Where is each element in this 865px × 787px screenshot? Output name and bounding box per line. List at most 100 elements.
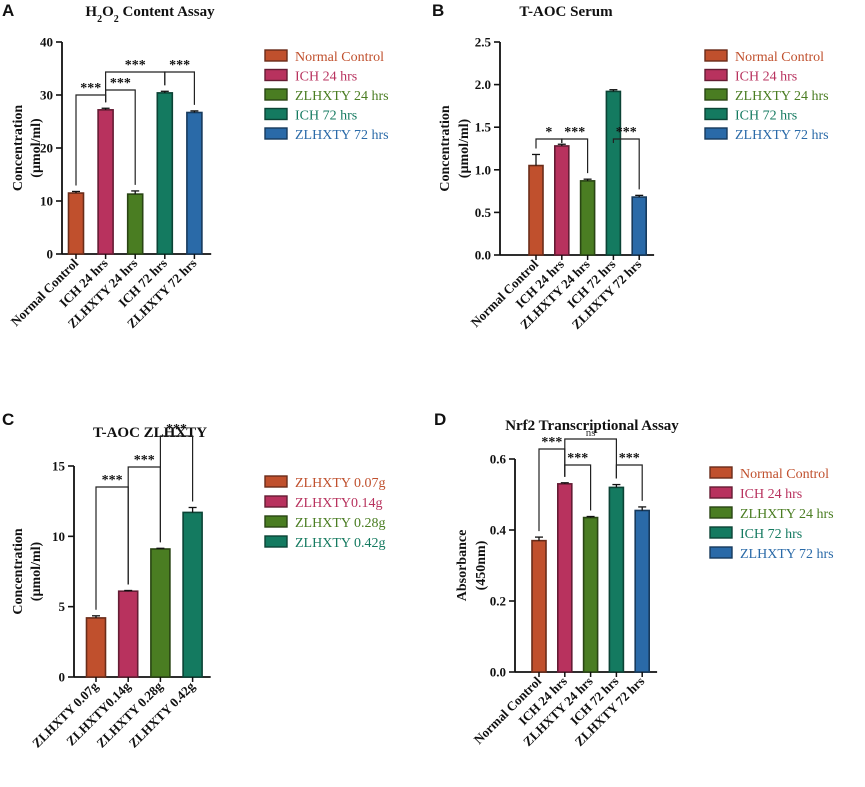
panel-b-y-tick-label: 0.5 [475,205,492,220]
panel-c-bar [150,548,171,678]
panel-c-legend-label: ZLHXTY 0.07g [295,476,385,491]
panel-b-y-tick-label: 1.5 [475,120,492,135]
panel-b-bar [528,164,544,256]
panel-d-bar [531,539,547,673]
panel-c-y-tick-label: 15 [52,459,66,474]
panel-d-significance-label: *** [567,451,588,466]
panel-a-y-axis-label: Concentration [11,105,26,192]
panel-a-title: H2O2 Content Assay [85,4,215,25]
chart-panel-b: B T-AOC Serum Concentration (µmol/ml) 0.0 0.5… [432,1,829,332]
panel-d-legend-swatch [709,526,733,539]
panel-a-legend-swatch [264,68,288,82]
panel-c-legend-label: ZLHXTY0.14g [295,496,383,511]
panel-c-significance-label: *** [134,453,155,468]
panel-a-y-tick-label: 20 [40,141,53,156]
panel-b-legend-label: Normal Control [735,50,824,65]
panel-b-legend-swatch [704,68,728,82]
panel-b-y-tick-label: 0.0 [475,248,491,263]
panel-b-y-axis-unit: (µmol/ml) [457,118,472,178]
panel-d-letter: D [434,410,446,429]
panel-a-bar [126,193,144,255]
panel-a-bar [186,111,203,255]
panel-a-significance-label: *** [110,76,131,91]
panel-b-significance-label: *** [564,125,585,140]
panel-a-legend-swatch [264,127,288,140]
panel-a-legend-swatch [264,88,288,101]
panel-b-legend-label: ZLHXTY 24 hrs [735,89,829,104]
panel-d-significance-label: ns [586,427,596,439]
panel-a-significance-label: *** [80,81,101,96]
panel-d-y-tick-label: 0.2 [490,594,506,609]
panel-c-legend-swatch [264,515,288,528]
panel-b-legend-label: ICH 72 hrs [735,109,797,124]
panel-a-legend-swatch [264,107,288,121]
panel-d-bar [582,516,599,673]
panel-b-legend-label: ICH 24 hrs [735,70,797,85]
panel-d-legend-label: ICH 24 hrs [740,487,802,502]
panel-c-y-axis-label: Concentration [11,528,26,615]
panel-a-legend-label: ICH 24 hrs [295,70,357,85]
panel-c-bar [182,511,203,678]
panel-c-bar [117,590,139,678]
panel-d-significance-label: *** [541,435,562,450]
panel-c-legend-label: ZLHXTY 0.28g [295,516,385,531]
panel-b-significance-bracket [561,138,589,174]
panel-c-bar [85,617,107,678]
panel-a-significance-label: *** [125,58,146,73]
panel-d-legend-label: ZLHXTY 72 hrs [740,547,834,562]
panel-b-title: T-AOC Serum [519,4,613,20]
panel-c-y-tick-label: 10 [52,529,65,544]
panel-d-bar [634,509,651,673]
panel-a-legend-label: ICH 72 hrs [295,109,357,124]
chart-panel-a: A H2O2 Content Assay Concentration (µmol/ml… [2,1,389,331]
panel-d-legend-swatch [709,466,733,479]
panel-a-letter: A [2,1,14,20]
panel-b-legend-swatch [704,127,728,140]
panel-d-legend-swatch [709,506,733,519]
panel-b-bar [605,90,622,256]
panel-b-legend-label: ZLHXTY 72 hrs [735,128,829,143]
panel-b-letter: B [432,1,444,20]
panel-d-significance-label: *** [619,451,640,466]
panel-d-y-axis-label: Absorbance [455,530,470,602]
panel-d-significance-bracket [615,464,643,501]
panel-d-legend-label: ICH 72 hrs [740,527,802,542]
panel-c-legend-swatch [264,475,288,488]
panel-d-bar [608,486,625,673]
chart-panel-d: D Nrf2 Transcriptional Assay Absorbance (45… [434,410,834,749]
panel-b-bar [553,145,570,256]
panel-c-significance-label: *** [166,422,187,437]
panel-c-y-tick-label: 0 [59,670,66,685]
panel-c-significance-bracket [159,435,194,543]
panel-d-legend-label: Normal Control [740,467,829,482]
panel-b-y-axis-label: Concentration [438,105,453,192]
panel-d-legend-swatch [709,486,733,499]
panel-b-legend-swatch [704,88,728,101]
panel-b-legend-swatch [704,107,728,121]
panel-d-y-axis-unit: (450nm) [474,540,489,590]
panel-c-letter: C [2,410,14,429]
panel-d-bar [556,483,573,673]
panel-c-y-axis-unit: (µmol/ml) [29,541,44,601]
panel-d-title: Nrf2 Transcriptional Assay [505,418,679,434]
panel-a-legend-label: Normal Control [295,50,384,65]
panel-a-significance-label: *** [169,58,190,73]
panel-a-legend-label: ZLHXTY 72 hrs [295,128,389,143]
panel-b-legend-swatch [704,49,728,62]
chart-panel-c: C T-AOC ZLHXTY Concentration (µmol/ml) 0 5 10 1… [2,410,385,751]
panel-a-bar [156,92,174,255]
panel-d-significance-bracket [564,438,617,479]
panel-c-legend-label: ZLHXTY 0.42g [295,536,385,551]
panel-a-legend-label: ZLHXTY 24 hrs [295,89,389,104]
panel-a-y-axis-unit: (µmol/ml) [29,118,44,178]
panel-a-y-tick-label: 30 [40,88,53,103]
panel-d-y-tick-label: 0.4 [490,523,507,538]
panel-a-bar [67,192,85,255]
panel-a-y-tick-label: 10 [40,194,53,209]
panel-c-y-tick-label: 5 [59,599,66,614]
panel-b-y-tick-label: 1.0 [475,162,491,177]
panel-d-legend-label: ZLHXTY 24 hrs [740,507,834,522]
panel-c-title: T-AOC ZLHXTY [93,425,207,441]
panel-b-significance-label: * [545,125,552,140]
